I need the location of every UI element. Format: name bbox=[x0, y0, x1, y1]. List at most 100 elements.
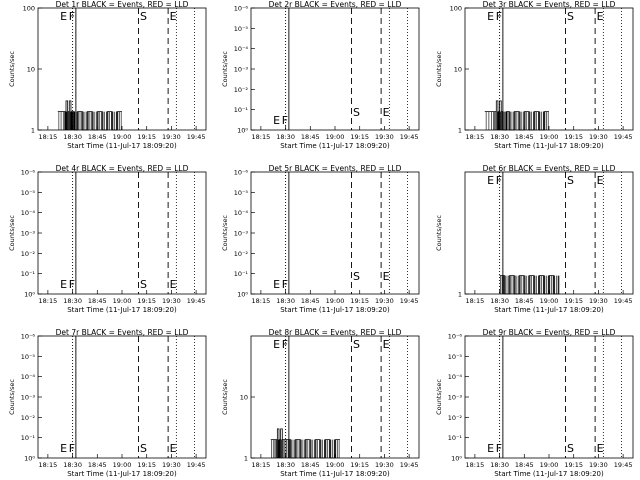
y-axis-label: Counts/sec bbox=[8, 379, 16, 415]
x-tick-label: 19:15 bbox=[350, 297, 369, 305]
y-tick-label: 10⁻³ bbox=[21, 230, 36, 238]
x-tick-label: 19:15 bbox=[564, 297, 583, 305]
x-tick-label: 19:30 bbox=[589, 297, 608, 305]
marker-label: F bbox=[282, 278, 288, 291]
x-tick-label: 18:45 bbox=[301, 133, 320, 141]
x-tick-label: 18:30 bbox=[276, 297, 295, 305]
x-tick-label: 18:15 bbox=[252, 133, 271, 141]
marker-label: F bbox=[69, 442, 75, 455]
y-axis-label: Counts/sec bbox=[435, 215, 443, 251]
plot-frame bbox=[37, 171, 207, 295]
x-tick-label: 18:15 bbox=[252, 461, 271, 469]
y-tick-label: 10 bbox=[240, 394, 248, 402]
y-tick-label: 10⁻⁴ bbox=[234, 45, 249, 53]
x-axis-label: Start Time (11-Jul-17 18:09:20) bbox=[280, 306, 390, 314]
y-axis-label: Counts/sec bbox=[435, 379, 443, 415]
x-tick-label: 18:45 bbox=[301, 461, 320, 469]
x-tick-label: 18:15 bbox=[466, 133, 485, 141]
x-tick-label: 19:15 bbox=[137, 297, 156, 305]
x-axis-label: Start Time (11-Jul-17 18:09:20) bbox=[494, 142, 604, 150]
marker-label: E bbox=[487, 10, 494, 23]
y-tick-label: 10⁻³ bbox=[448, 394, 463, 402]
x-tick-label: 18:45 bbox=[88, 461, 107, 469]
x-tick-label: 19:30 bbox=[589, 133, 608, 141]
x-tick-label: 18:30 bbox=[490, 461, 509, 469]
marker-label: E bbox=[170, 442, 177, 455]
chart-panel: Det 2r BLACK = Events, RED = LLD Counts/s… bbox=[221, 0, 420, 150]
y-axis-label: Counts/sec bbox=[8, 51, 16, 87]
x-tick-label: 18:30 bbox=[276, 133, 295, 141]
chart-title: Det 4r BLACK = Events, RED = LLD bbox=[56, 164, 189, 173]
y-tick-label: 10⁻¹ bbox=[234, 106, 249, 114]
x-tick-label: 19:45 bbox=[187, 133, 206, 141]
x-tick-label: 18:15 bbox=[252, 297, 271, 305]
x-tick-label: 19:15 bbox=[137, 133, 156, 141]
marker-label: E bbox=[487, 442, 494, 455]
x-tick-label: 19:30 bbox=[162, 133, 181, 141]
y-axis-label: Counts/sec bbox=[221, 51, 229, 87]
marker-label: E bbox=[597, 174, 604, 187]
y-tick-label: 10⁰ bbox=[451, 455, 462, 463]
x-tick-label: 18:30 bbox=[63, 297, 82, 305]
y-tick-label: 10⁰ bbox=[24, 291, 35, 299]
x-tick-label: 19:00 bbox=[113, 461, 132, 469]
x-tick-label: 18:15 bbox=[39, 133, 58, 141]
x-tick-label: 19:30 bbox=[375, 461, 394, 469]
x-tick-label: 19:15 bbox=[137, 461, 156, 469]
x-tick-label: 19:15 bbox=[350, 133, 369, 141]
x-tick-label: 19:45 bbox=[400, 297, 419, 305]
marker-label: E bbox=[170, 278, 177, 291]
x-tick-label: 19:00 bbox=[326, 133, 345, 141]
chart-title: Det 7r BLACK = Events, RED = LLD bbox=[56, 328, 189, 337]
marker-label: E bbox=[487, 174, 494, 187]
chart-title: Det 9r BLACK = Events, RED = LLD bbox=[483, 328, 616, 337]
x-tick-label: 19:30 bbox=[375, 133, 394, 141]
y-tick-label: 10⁻¹ bbox=[21, 434, 36, 442]
y-tick-label: 10⁻⁴ bbox=[21, 373, 36, 381]
x-tick-label: 19:00 bbox=[540, 133, 559, 141]
x-tick-label: 18:45 bbox=[88, 297, 107, 305]
x-tick-label: 19:00 bbox=[113, 297, 132, 305]
marker-label: S bbox=[567, 442, 574, 455]
y-tick-label: 10⁻⁴ bbox=[448, 373, 463, 381]
y-tick-label: 100 bbox=[23, 5, 35, 13]
x-tick-label: 19:30 bbox=[162, 297, 181, 305]
x-axis-label: Start Time (11-Jul-17 18:09:20) bbox=[494, 306, 604, 314]
marker-label: E bbox=[383, 338, 390, 351]
marker-label: F bbox=[282, 114, 288, 127]
marker-label: F bbox=[282, 338, 288, 351]
plot-frame bbox=[37, 335, 207, 459]
chart-title: Det 8r BLACK = Events, RED = LLD bbox=[269, 328, 402, 337]
y-tick-label: 10 bbox=[27, 66, 35, 74]
plot-frame bbox=[464, 335, 634, 459]
x-tick-label: 18:45 bbox=[88, 133, 107, 141]
x-tick-label: 18:45 bbox=[301, 297, 320, 305]
chart-panel: Det 1r BLACK = Events, RED = LLD Counts/s… bbox=[8, 0, 207, 150]
y-tick-label: 10⁻³ bbox=[234, 230, 249, 238]
x-tick-label: 18:45 bbox=[515, 461, 534, 469]
y-tick-label: 10⁻⁵ bbox=[234, 25, 249, 33]
x-axis-label: Start Time (11-Jul-17 18:09:20) bbox=[280, 142, 390, 150]
events-series-line bbox=[57, 100, 122, 131]
plot-frame bbox=[250, 171, 420, 295]
x-axis-label: Start Time (11-Jul-17 18:09:20) bbox=[67, 470, 177, 478]
x-tick-label: 19:00 bbox=[113, 133, 132, 141]
x-tick-label: 18:30 bbox=[490, 297, 509, 305]
chart-panel: Det 4r BLACK = Events, RED = LLD Counts/s… bbox=[8, 164, 207, 314]
x-tick-label: 19:45 bbox=[614, 297, 633, 305]
x-tick-label: 19:45 bbox=[187, 461, 206, 469]
y-tick-label: 10⁰ bbox=[24, 455, 35, 463]
y-tick-label: 10⁻² bbox=[234, 86, 249, 94]
y-tick-label: 10⁻³ bbox=[21, 394, 36, 402]
chart-panel: Det 5r BLACK = Events, RED = LLD Counts/s… bbox=[221, 164, 420, 314]
y-axis-label: Counts/sec bbox=[221, 215, 229, 251]
y-tick-label: 10⁻⁵ bbox=[234, 189, 249, 197]
marker-label: E bbox=[273, 278, 280, 291]
x-tick-label: 18:15 bbox=[466, 297, 485, 305]
events-series-line bbox=[270, 428, 340, 459]
x-tick-label: 19:15 bbox=[564, 461, 583, 469]
chart-title: Det 6r BLACK = Events, RED = LLD bbox=[483, 164, 616, 173]
chart-title: Det 3r BLACK = Events, RED = LLD bbox=[483, 0, 616, 9]
x-tick-label: 19:00 bbox=[326, 461, 345, 469]
